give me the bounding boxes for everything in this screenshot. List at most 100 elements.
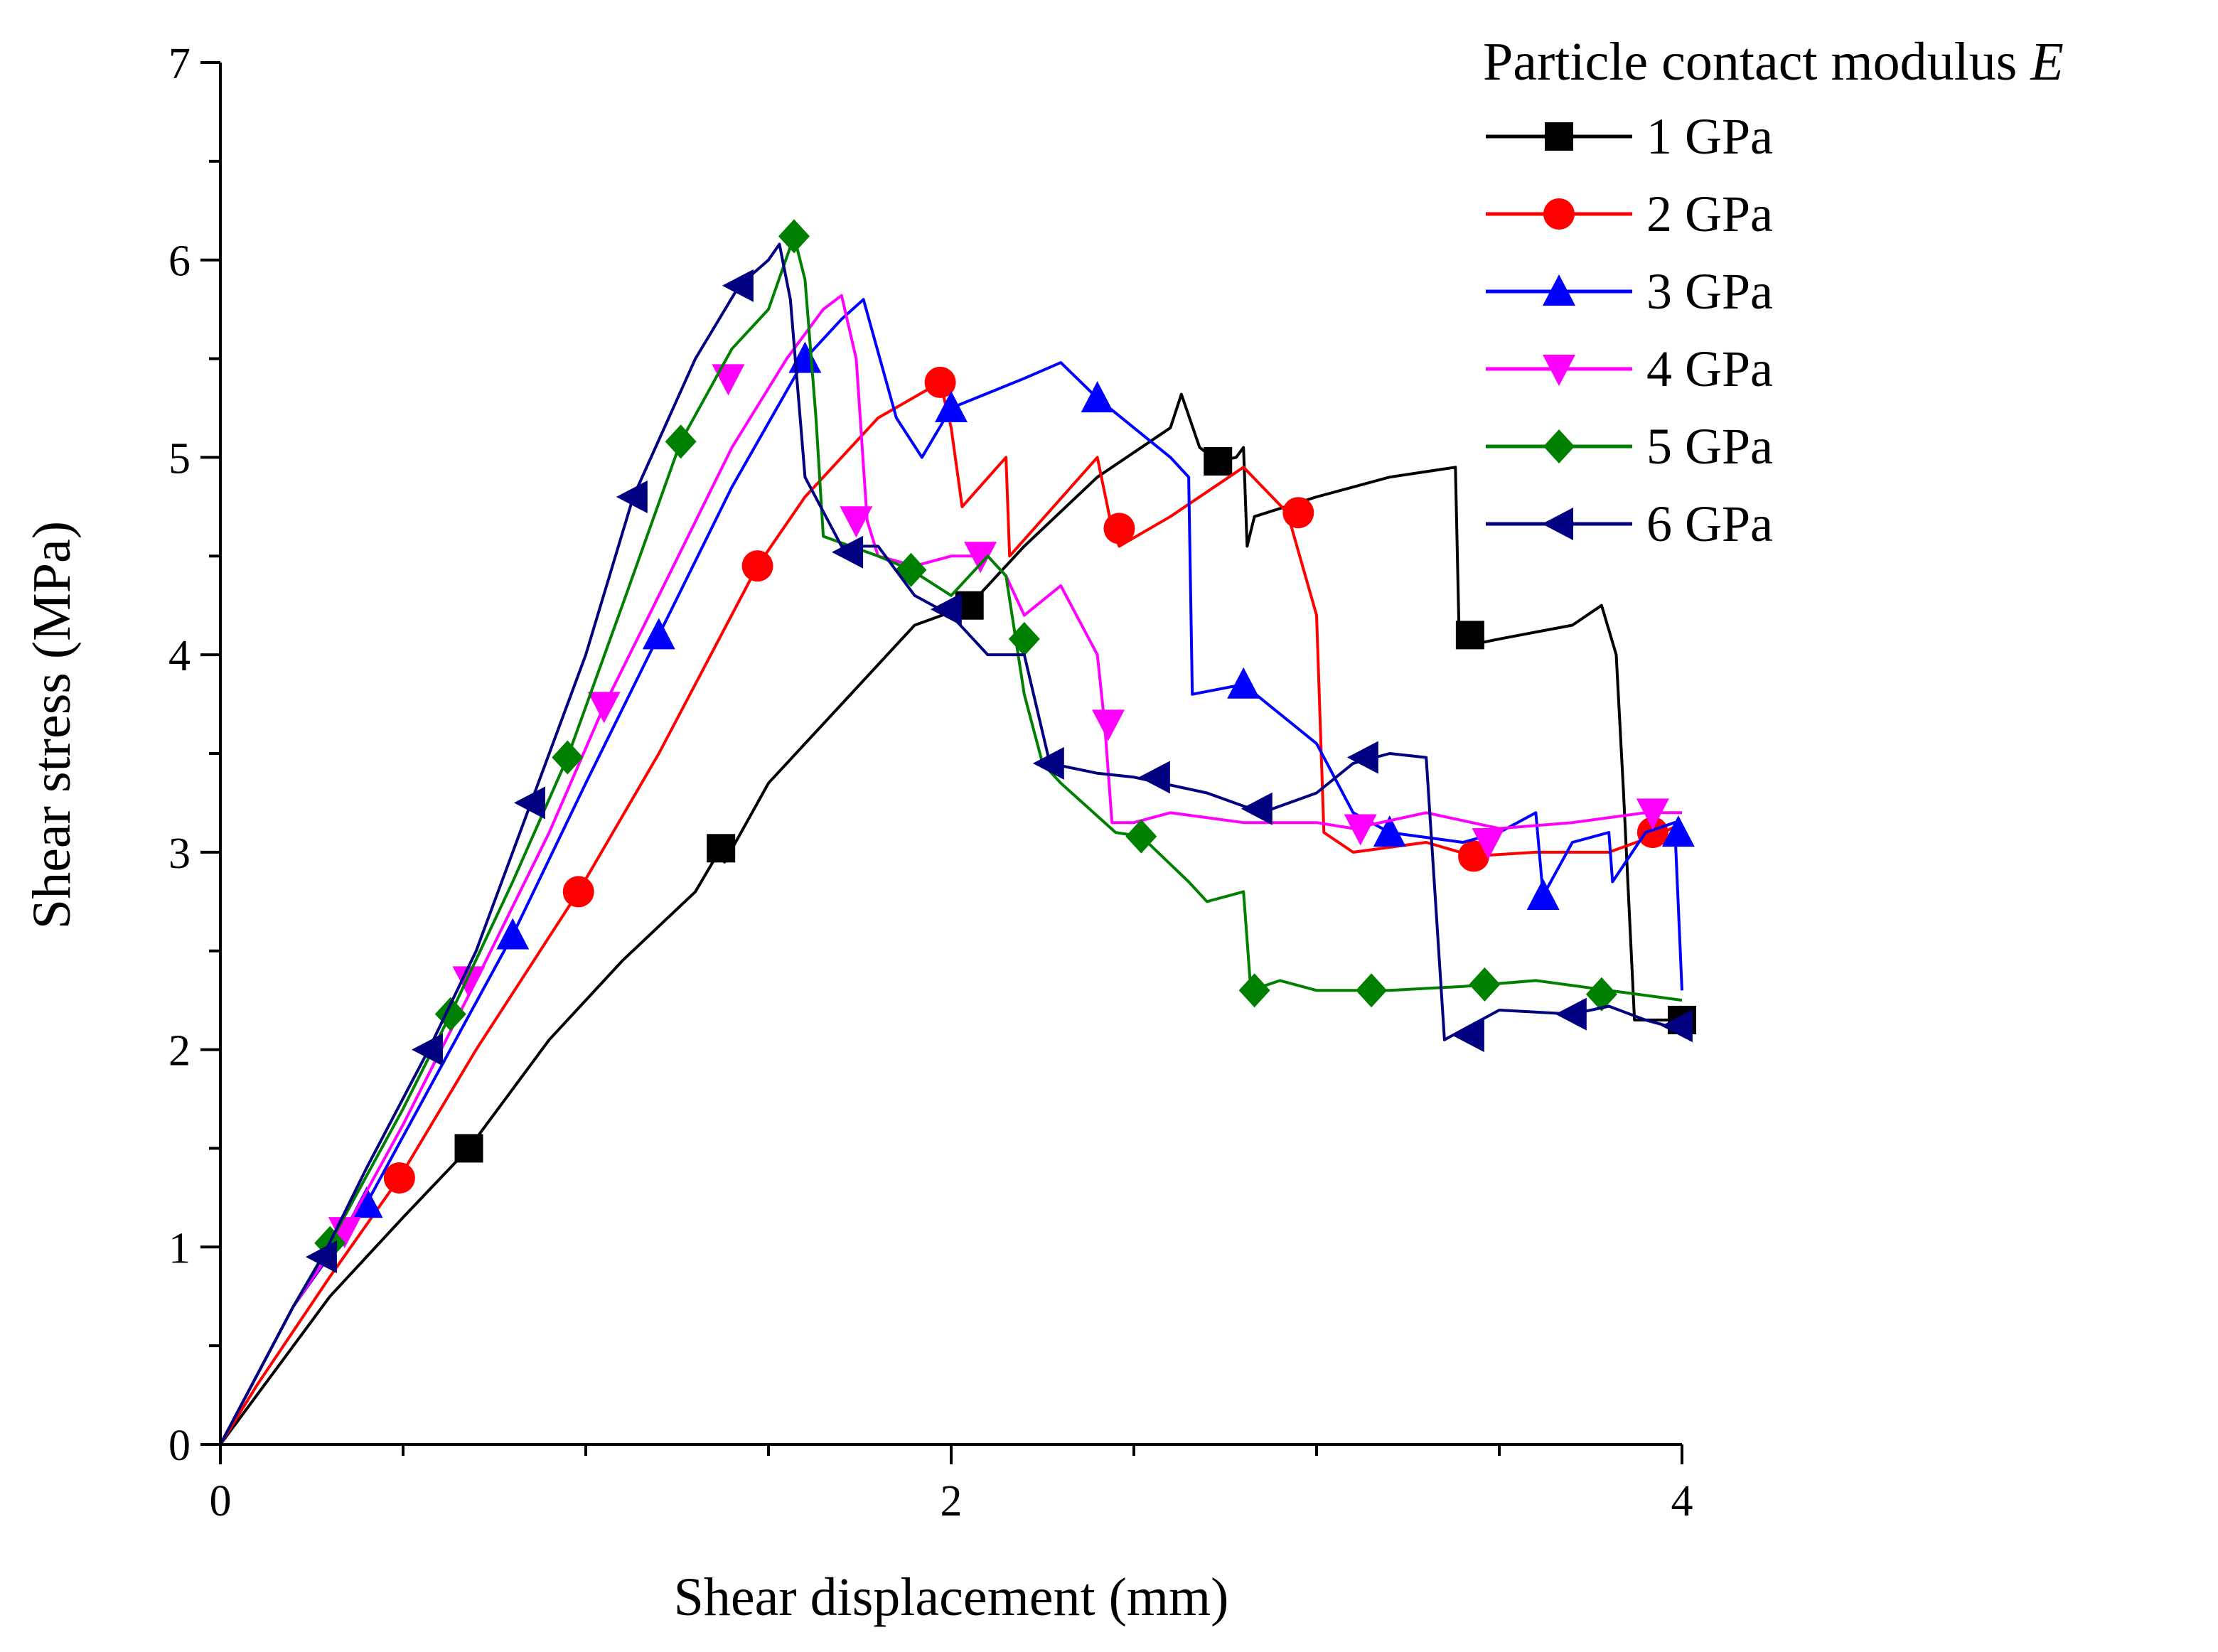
- data-point: [562, 876, 594, 908]
- data-point: [1636, 798, 1669, 830]
- series-6-gpa: [219, 242, 1693, 1445]
- data-point: [1452, 1019, 1484, 1053]
- x-tick-label: 2: [941, 1477, 963, 1525]
- data-point: [1008, 621, 1040, 656]
- series-2-gpa: [219, 366, 1683, 1446]
- data-point: [1103, 513, 1135, 545]
- legend-entry: 1 GPa: [1486, 108, 1773, 165]
- data-point: [1238, 973, 1270, 1008]
- series-4-gpa: [219, 294, 1682, 1445]
- legend-swatch-marker: [1545, 122, 1573, 151]
- legend: Particle contact modulus E 1 GPa 2 GPa 3 G…: [1483, 32, 2064, 552]
- axes: [219, 63, 1682, 1446]
- y-tick-label: 1: [168, 1224, 191, 1272]
- legend-title-text: Particle contact modulus: [1483, 32, 2030, 92]
- legend-label: 2 GPa: [1646, 186, 1773, 242]
- series-line: [219, 380, 1683, 1446]
- legend-entry: 6 GPa: [1486, 495, 1773, 552]
- data-point: [513, 786, 545, 820]
- series-line: [219, 242, 1683, 1445]
- series-layer: [219, 219, 1696, 1446]
- series-5-gpa: [219, 219, 1683, 1445]
- data-point: [712, 364, 745, 396]
- data-point: [1661, 815, 1695, 847]
- x-ticks: 0 2 4: [210, 1444, 1693, 1525]
- data-point: [707, 834, 736, 863]
- legend-label: 3 GPa: [1646, 263, 1773, 320]
- data-point: [1555, 997, 1587, 1031]
- data-point: [840, 506, 873, 538]
- data-point: [1636, 817, 1668, 849]
- data-point: [722, 269, 754, 302]
- data-point: [411, 1033, 443, 1066]
- legend-label: 1 GPa: [1646, 108, 1773, 165]
- y-ticks: 0 1 2 3 4 5 6 7: [168, 40, 220, 1470]
- legend-label: 5 GPa: [1646, 418, 1773, 475]
- data-point: [452, 966, 486, 998]
- legend-swatch-marker: [1542, 508, 1573, 540]
- y-tick-label: 5: [168, 434, 191, 483]
- data-point: [665, 424, 697, 459]
- y-axis-label: Shear stress (MPa): [22, 521, 82, 929]
- legend-swatch-marker: [1543, 198, 1575, 230]
- x-tick-label: 0: [210, 1477, 232, 1525]
- x-axis-label: Shear displacement (mm): [674, 1567, 1229, 1627]
- series-line: [219, 392, 1682, 1446]
- y-tick-label: 3: [168, 830, 191, 878]
- data-point: [778, 219, 810, 254]
- data-point: [587, 692, 621, 724]
- legend-swatch-marker: [1543, 274, 1575, 306]
- x-tick-label: 4: [1671, 1477, 1693, 1525]
- data-point: [1081, 381, 1114, 413]
- legend-title-variable: E: [2030, 32, 2063, 92]
- data-point: [1526, 878, 1560, 910]
- data-point: [1138, 761, 1170, 794]
- data-point: [924, 366, 956, 398]
- legend-title: Particle contact modulus E: [1483, 32, 2064, 92]
- y-tick-label: 4: [168, 632, 191, 680]
- data-point: [616, 480, 648, 513]
- data-point: [1373, 815, 1406, 847]
- data-point: [1455, 621, 1484, 650]
- data-point: [1204, 446, 1233, 476]
- legend-entry: 3 GPa: [1486, 263, 1773, 320]
- data-point: [930, 593, 962, 626]
- y-tick-label: 2: [168, 1027, 191, 1076]
- data-point: [1227, 667, 1260, 699]
- legend-entries: 1 GPa 2 GPa 3 GPa 4 GPa 5 GPa 6 GPa: [1486, 108, 1773, 552]
- data-point: [454, 1134, 483, 1163]
- y-tick-label: 6: [168, 237, 191, 286]
- data-point: [1472, 827, 1505, 859]
- data-point: [1092, 709, 1125, 741]
- legend-label: 6 GPa: [1646, 495, 1773, 552]
- data-point: [1344, 814, 1377, 846]
- data-point: [1282, 497, 1314, 529]
- series-1-gpa: [219, 392, 1696, 1446]
- data-point: [895, 552, 927, 587]
- legend-swatch-marker: [1543, 355, 1575, 386]
- data-point: [642, 618, 675, 650]
- data-point: [1469, 967, 1501, 1002]
- y-tick-label: 0: [168, 1422, 191, 1470]
- data-point: [1661, 1009, 1693, 1043]
- data-point: [496, 918, 530, 950]
- data-point: [552, 740, 584, 775]
- data-point: [350, 1186, 383, 1218]
- y-tick-label: 7: [168, 40, 191, 88]
- data-point: [1585, 977, 1617, 1012]
- data-point: [1032, 746, 1064, 780]
- data-point: [832, 535, 864, 569]
- series-3-gpa: [219, 298, 1695, 1445]
- data-point: [383, 1162, 415, 1194]
- legend-entry: 5 GPa: [1486, 418, 1773, 475]
- series-line: [219, 235, 1683, 1445]
- data-point: [1125, 819, 1157, 854]
- data-point: [305, 1240, 337, 1274]
- legend-entry: 2 GPa: [1486, 186, 1773, 242]
- legend-swatch-marker: [1543, 429, 1575, 463]
- data-point: [1346, 741, 1378, 774]
- legend-entry: 4 GPa: [1486, 340, 1773, 397]
- data-point: [1241, 792, 1273, 825]
- legend-label: 4 GPa: [1646, 340, 1773, 397]
